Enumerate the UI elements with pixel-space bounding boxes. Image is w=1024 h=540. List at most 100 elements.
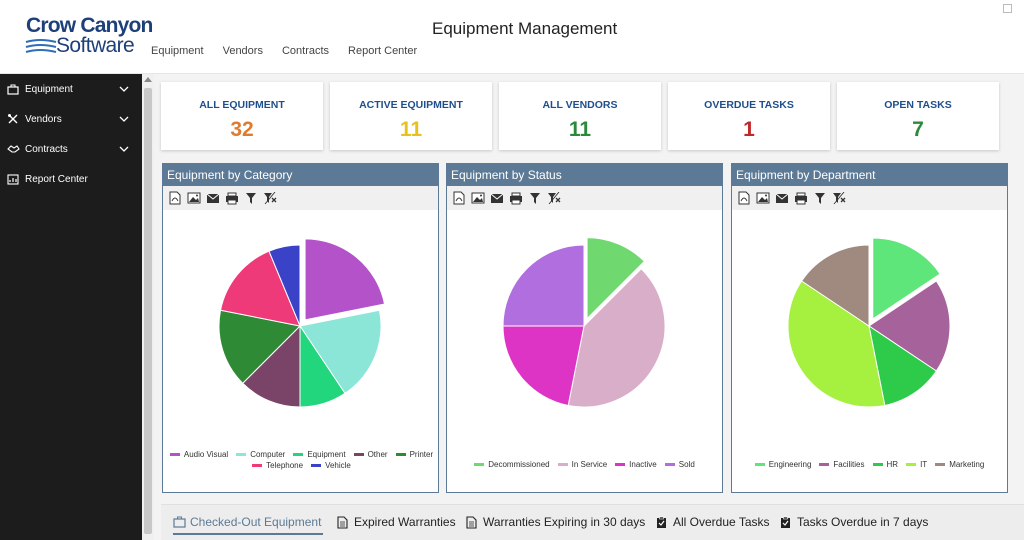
window-corner-box[interactable] bbox=[1003, 4, 1012, 13]
legend-swatch bbox=[906, 463, 917, 466]
clear-filter-icon[interactable] bbox=[831, 190, 847, 206]
pdf-icon[interactable] bbox=[736, 190, 752, 206]
scroll-up-arrow-icon[interactable] bbox=[144, 77, 152, 82]
tab-expired-warranties[interactable]: Expired Warranties bbox=[337, 515, 456, 529]
legend-item[interactable]: Computer bbox=[236, 450, 285, 459]
filter-icon[interactable] bbox=[243, 190, 259, 206]
logo-line2: Software bbox=[56, 34, 135, 57]
legend-item[interactable]: Other bbox=[353, 450, 388, 459]
pie-slice-telephone[interactable] bbox=[219, 250, 301, 327]
mail-icon[interactable] bbox=[489, 190, 505, 206]
legend-label: Marketing bbox=[949, 460, 985, 469]
report-icon bbox=[6, 173, 20, 185]
chart-toolbar bbox=[447, 186, 722, 210]
legend-label: Computer bbox=[250, 450, 286, 459]
chart-title: Equipment by Category bbox=[163, 164, 438, 186]
tab-checked-out-equipment[interactable]: Checked-Out Equipment bbox=[173, 515, 321, 529]
legend-label: Telephone bbox=[266, 461, 304, 470]
pdf-icon[interactable] bbox=[167, 190, 183, 206]
clear-filter-icon[interactable] bbox=[262, 190, 278, 206]
pie-slice-inactive[interactable] bbox=[502, 325, 585, 407]
image-icon[interactable] bbox=[186, 190, 202, 206]
pie-slice-hr[interactable] bbox=[868, 324, 938, 407]
legend-item[interactable]: Printer bbox=[395, 450, 433, 459]
logo-swoosh-icon bbox=[25, 39, 57, 53]
pie-slice-audio-visual[interactable] bbox=[304, 238, 386, 321]
sidebar-item-vendors[interactable]: Vendors bbox=[0, 104, 142, 134]
sidebar-scrollbar[interactable] bbox=[142, 74, 154, 540]
legend-item[interactable]: Audio Visual bbox=[169, 450, 228, 459]
stat-value: 7 bbox=[912, 118, 924, 141]
pie-slice-decommissioned[interactable] bbox=[586, 237, 646, 320]
active-tab-underline bbox=[173, 533, 323, 535]
top-nav-contracts[interactable]: Contracts bbox=[281, 45, 330, 57]
page-title: Equipment Management bbox=[432, 19, 618, 38]
top-nav-report-center[interactable]: Report Center bbox=[348, 45, 418, 57]
stat-card-open-tasks[interactable]: OPEN TASKS 7 bbox=[837, 82, 999, 150]
stat-label: ALL EQUIPMENT bbox=[199, 99, 285, 111]
pie-slice-engineering[interactable] bbox=[872, 237, 941, 320]
legend-swatch bbox=[872, 463, 883, 466]
legend-item[interactable]: Sold bbox=[664, 460, 695, 469]
chart-title: Equipment by Department bbox=[732, 164, 1007, 186]
document-icon bbox=[466, 515, 479, 529]
handshake-icon bbox=[6, 143, 20, 155]
pie-slice-facilities[interactable] bbox=[868, 280, 951, 372]
main-content: ALL EQUIPMENT 32 ACTIVE EQUIPMENT 11 ALL… bbox=[154, 74, 1024, 540]
pie-slice-other[interactable] bbox=[242, 324, 301, 408]
chevron-down-icon[interactable] bbox=[119, 114, 129, 124]
legend-swatch bbox=[293, 453, 304, 456]
pdf-icon[interactable] bbox=[451, 190, 467, 206]
legend-item[interactable]: Engineering bbox=[754, 460, 811, 469]
print-icon[interactable] bbox=[224, 190, 240, 206]
tab-warranties-expiring-30-days[interactable]: Warranties Expiring in 30 days bbox=[466, 515, 645, 529]
clear-filter-icon[interactable] bbox=[546, 190, 562, 206]
legend-item[interactable]: Vehicle bbox=[311, 461, 351, 470]
filter-icon[interactable] bbox=[527, 190, 543, 206]
stat-card-active-equipment[interactable]: ACTIVE EQUIPMENT 11 bbox=[330, 82, 492, 150]
top-nav-equipment[interactable]: Equipment bbox=[151, 45, 204, 57]
image-icon[interactable] bbox=[470, 190, 486, 206]
mail-icon[interactable] bbox=[774, 190, 790, 206]
panel-equipment-by-category: Equipment by Category Audio Visual Compute… bbox=[162, 163, 439, 493]
legend-item[interactable]: Inactive bbox=[615, 460, 657, 469]
document-icon bbox=[337, 515, 350, 529]
stat-card-all-equipment[interactable]: ALL EQUIPMENT 32 bbox=[161, 82, 323, 150]
print-icon[interactable] bbox=[508, 190, 524, 206]
print-icon[interactable] bbox=[793, 190, 809, 206]
legend-swatch bbox=[615, 463, 626, 466]
legend-item[interactable]: Facilities bbox=[819, 460, 865, 469]
tab-all-overdue-tasks[interactable]: All Overdue Tasks bbox=[656, 515, 770, 529]
legend-item[interactable]: IT bbox=[906, 460, 927, 469]
legend-item[interactable]: HR bbox=[872, 460, 898, 469]
legend-item[interactable]: Telephone bbox=[252, 461, 303, 470]
logo[interactable]: Crow Canyon Software bbox=[24, 14, 153, 62]
legend-item[interactable]: Marketing bbox=[935, 460, 984, 469]
legend-item[interactable]: In Service bbox=[557, 460, 607, 469]
pie-slice-vehicle[interactable] bbox=[268, 244, 301, 327]
legend-item[interactable]: Decommissioned bbox=[474, 460, 550, 469]
sidebar-item-label: Report Center bbox=[25, 173, 88, 185]
filter-icon[interactable] bbox=[812, 190, 828, 206]
pie-slice-it[interactable] bbox=[787, 280, 886, 408]
pie-slice-computer[interactable] bbox=[299, 309, 382, 395]
sidebar-item-equipment[interactable]: Equipment bbox=[0, 74, 142, 104]
sidebar-item-report-center[interactable]: Report Center bbox=[0, 164, 142, 194]
pie-slice-sold[interactable] bbox=[502, 244, 585, 327]
scroll-thumb[interactable] bbox=[144, 88, 152, 534]
legend-item[interactable]: Equipment bbox=[293, 450, 346, 459]
chevron-down-icon[interactable] bbox=[119, 84, 129, 94]
clipboard-check-icon bbox=[656, 515, 669, 529]
sidebar-item-contracts[interactable]: Contracts bbox=[0, 134, 142, 164]
image-icon[interactable] bbox=[755, 190, 771, 206]
pie-slice-in-service[interactable] bbox=[567, 268, 666, 408]
pie-slice-marketing[interactable] bbox=[800, 244, 870, 327]
chevron-down-icon[interactable] bbox=[119, 144, 129, 154]
stat-card-overdue-tasks[interactable]: OVERDUE TASKS 1 bbox=[668, 82, 830, 150]
tab-tasks-overdue-7-days[interactable]: Tasks Overdue in 7 days bbox=[780, 515, 928, 529]
pie-slice-printer[interactable] bbox=[218, 309, 302, 384]
mail-icon[interactable] bbox=[205, 190, 221, 206]
top-nav-vendors[interactable]: Vendors bbox=[222, 45, 263, 57]
stat-card-all-vendors[interactable]: ALL VENDORS 11 bbox=[499, 82, 661, 150]
